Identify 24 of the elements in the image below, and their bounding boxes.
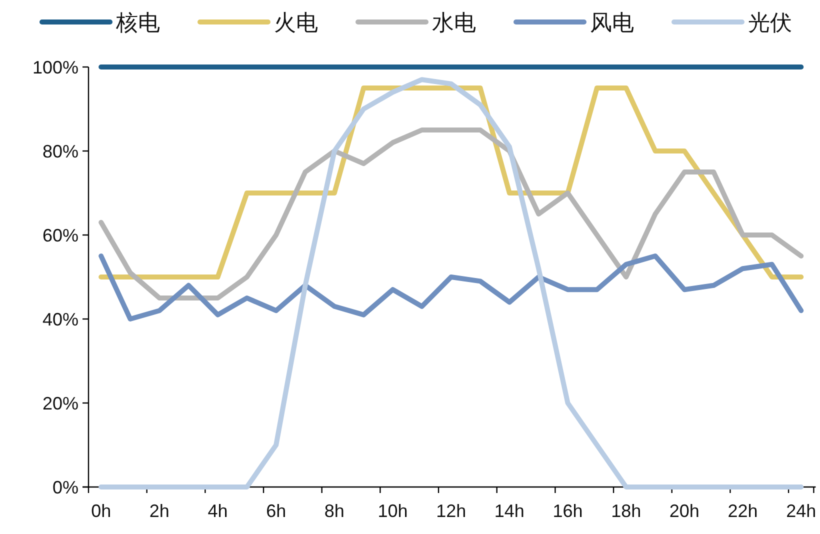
y-tick-label: 60% (42, 226, 78, 246)
x-tick-label: 24h (786, 501, 816, 521)
x-tick-label: 18h (611, 501, 642, 521)
x-tick-label: 8h (324, 501, 344, 521)
x-tick-label: 22h (728, 501, 758, 521)
x-tick-label: 2h (149, 501, 170, 521)
legend-label: 风电 (590, 10, 634, 35)
y-tick-label: 80% (42, 142, 78, 162)
x-tick-label: 4h (208, 501, 228, 521)
x-tick-label: 20h (669, 501, 700, 521)
legend-label: 水电 (432, 10, 476, 35)
x-tick-label: 6h (266, 501, 286, 521)
legend-label: 核电 (115, 10, 160, 35)
x-tick-label: 12h (436, 501, 466, 521)
y-tick-label: 0% (52, 478, 78, 498)
x-tick-label: 14h (494, 501, 524, 521)
y-tick-label: 100% (32, 58, 78, 78)
legend-label: 光伏 (748, 10, 792, 35)
x-tick-label: 10h (378, 501, 408, 521)
legend-label: 火电 (274, 10, 318, 35)
y-tick-label: 20% (42, 394, 78, 414)
x-tick-label: 16h (552, 501, 583, 521)
x-tick-label: 0h (91, 501, 112, 521)
y-tick-label: 40% (42, 310, 78, 330)
